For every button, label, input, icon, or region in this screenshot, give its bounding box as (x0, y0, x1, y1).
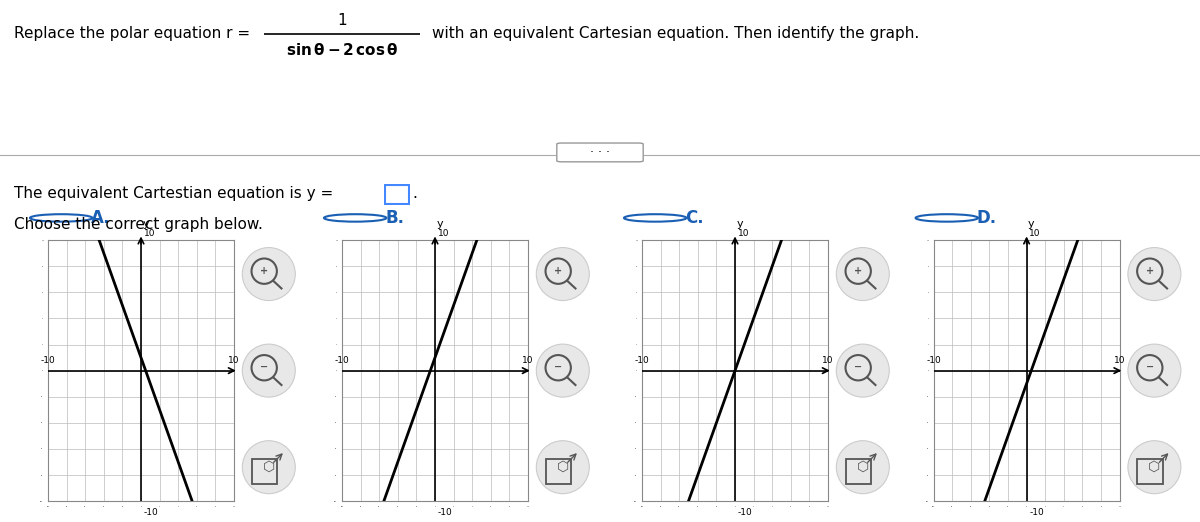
Text: −: − (854, 362, 863, 372)
Text: y: y (437, 219, 443, 230)
Text: y: y (737, 219, 743, 230)
Circle shape (1128, 441, 1181, 494)
Text: -10: -10 (144, 507, 158, 517)
FancyBboxPatch shape (557, 143, 643, 162)
Text: x: x (836, 365, 842, 376)
Text: ⬡: ⬡ (1148, 460, 1160, 474)
Text: −: − (554, 362, 563, 372)
Text: $\mathbf{sin\,\theta - 2\,cos\,\theta}$: $\mathbf{sin\,\theta - 2\,cos\,\theta}$ (286, 42, 398, 57)
Circle shape (836, 344, 889, 397)
Circle shape (242, 247, 295, 301)
Text: -10: -10 (41, 357, 55, 365)
Text: .: . (413, 186, 418, 200)
Text: x: x (536, 365, 542, 376)
FancyBboxPatch shape (385, 185, 409, 204)
Text: D.: D. (977, 209, 997, 227)
Text: 10: 10 (228, 357, 240, 365)
Circle shape (536, 344, 589, 397)
Circle shape (536, 441, 589, 494)
Text: -10: -10 (335, 357, 349, 365)
Circle shape (1128, 247, 1181, 301)
Text: x: x (242, 365, 248, 376)
Text: The equivalent Cartestian equation is y =: The equivalent Cartestian equation is y … (14, 186, 334, 200)
Circle shape (536, 247, 589, 301)
Text: x: x (1128, 365, 1134, 376)
Text: -10: -10 (635, 357, 649, 365)
Text: A.: A. (91, 209, 110, 227)
Text: ⬡: ⬡ (557, 460, 569, 474)
Circle shape (836, 441, 889, 494)
Text: +: + (554, 266, 563, 276)
Text: 10: 10 (822, 357, 834, 365)
Circle shape (242, 441, 295, 494)
Text: y: y (1028, 219, 1034, 230)
Text: +: + (854, 266, 863, 276)
Text: C.: C. (685, 209, 704, 227)
Text: 10: 10 (438, 229, 449, 238)
Text: -10: -10 (738, 507, 752, 517)
Text: ⬡: ⬡ (263, 460, 275, 474)
Text: 10: 10 (144, 229, 155, 238)
Text: 10: 10 (1030, 229, 1040, 238)
Text: 10: 10 (522, 357, 534, 365)
Text: 10: 10 (738, 229, 749, 238)
Text: -10: -10 (926, 357, 941, 365)
Text: -10: -10 (438, 507, 452, 517)
Text: B.: B. (385, 209, 404, 227)
Text: +: + (1146, 266, 1154, 276)
Text: −: − (260, 362, 269, 372)
Circle shape (242, 344, 295, 397)
Text: +: + (260, 266, 269, 276)
Circle shape (836, 247, 889, 301)
Text: y: y (143, 219, 149, 230)
Text: with an equivalent Cartesian equation. Then identify the graph.: with an equivalent Cartesian equation. T… (432, 27, 919, 41)
Text: −: − (1146, 362, 1154, 372)
Text: Choose the correct graph below.: Choose the correct graph below. (14, 217, 263, 232)
Text: Replace the polar equation r =: Replace the polar equation r = (14, 27, 251, 41)
Text: -10: -10 (1030, 507, 1044, 517)
Circle shape (1128, 344, 1181, 397)
Text: · · ·: · · · (590, 146, 610, 159)
Text: 10: 10 (1114, 357, 1126, 365)
Text: ⬡: ⬡ (857, 460, 869, 474)
Text: 1: 1 (337, 14, 347, 28)
